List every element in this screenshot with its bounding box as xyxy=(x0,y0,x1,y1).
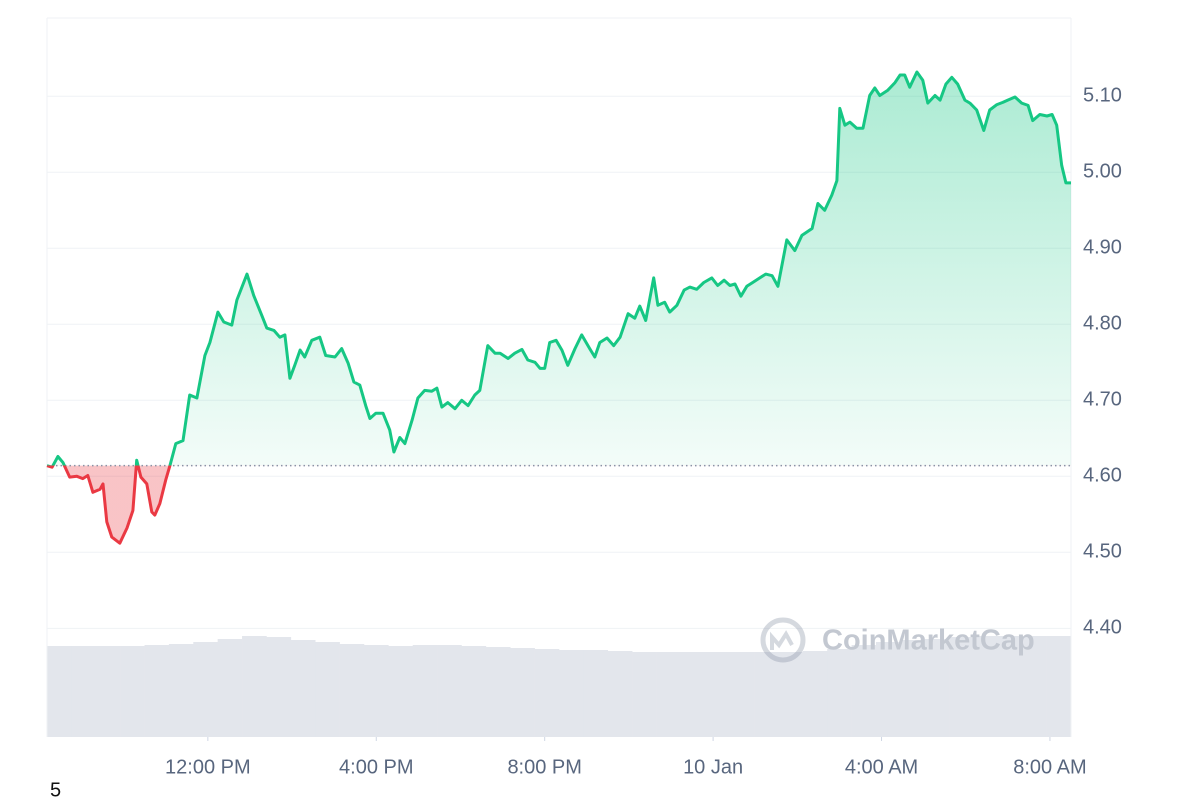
x-tick-label: 12:00 PM xyxy=(165,756,251,778)
volume-bar xyxy=(997,636,1023,737)
volume-bar xyxy=(168,644,194,737)
volume-bar xyxy=(1046,636,1072,737)
volume-bar xyxy=(924,639,950,737)
volume-bar xyxy=(875,642,901,737)
volume-bar xyxy=(973,636,999,737)
plot xyxy=(46,70,1071,545)
volume-bar xyxy=(1022,636,1047,737)
y-tick-label: 4.50 xyxy=(1083,541,1122,563)
volume-bar xyxy=(144,645,170,737)
y-tick-label: 4.80 xyxy=(1083,313,1122,335)
volume-bar xyxy=(607,651,633,737)
watermark-logo xyxy=(760,617,806,663)
volume-bar xyxy=(802,651,828,737)
x-tick-label: 4:00 PM xyxy=(339,756,413,778)
y-tick-label: 4.40 xyxy=(1083,617,1122,639)
y-tick-label: 4.90 xyxy=(1083,237,1122,259)
volume-bar xyxy=(656,652,682,737)
y-tick-label: 4.70 xyxy=(1083,389,1122,411)
volume-bar xyxy=(193,642,218,737)
volume-bar xyxy=(778,652,804,737)
y-tick-label: 5.00 xyxy=(1083,161,1122,183)
volume-bar xyxy=(583,650,609,737)
volume-bar xyxy=(217,639,243,737)
volume-bar xyxy=(510,648,535,737)
volume-bar xyxy=(437,645,462,737)
volume-bar xyxy=(461,646,487,737)
volume-bar xyxy=(120,646,145,737)
volume-bar xyxy=(485,647,511,737)
volume-bar xyxy=(729,652,755,737)
volume-bar xyxy=(680,652,706,737)
volume-bar xyxy=(266,637,292,737)
x-tick-label: 8:00 PM xyxy=(507,756,581,778)
volume-bar xyxy=(47,646,72,737)
area-fill xyxy=(47,72,1071,544)
volume-bar xyxy=(363,645,389,737)
price-line xyxy=(46,70,1071,545)
volume-bar xyxy=(754,652,779,737)
volume-bar xyxy=(242,636,267,737)
x-tick-label: 4:00 AM xyxy=(845,756,918,778)
volume-bar xyxy=(412,645,438,737)
volume-bar xyxy=(315,642,340,737)
volume-bar xyxy=(71,646,97,737)
volume-bar xyxy=(95,646,121,737)
volume-bar xyxy=(705,652,730,737)
volume-bars xyxy=(47,636,1072,737)
y-tick-label: 5.10 xyxy=(1083,85,1122,107)
volume-bar xyxy=(388,646,414,737)
volume-bar xyxy=(290,640,316,737)
corner-label: 5 xyxy=(50,779,61,800)
volume-bar xyxy=(827,649,852,737)
x-tick-label: 10 Jan xyxy=(683,756,743,778)
volume-bar xyxy=(559,650,584,737)
volume-bar xyxy=(900,640,926,737)
volume-bar xyxy=(534,649,560,737)
volume-bar xyxy=(851,645,877,737)
y-tick-label: 4.60 xyxy=(1083,465,1122,487)
watermark: CoinMarketCap xyxy=(822,625,1035,657)
volume-bar xyxy=(949,637,974,737)
volume-bar xyxy=(339,644,365,737)
x-tick-label: 8:00 AM xyxy=(1013,756,1086,778)
volume-bar xyxy=(632,652,657,737)
